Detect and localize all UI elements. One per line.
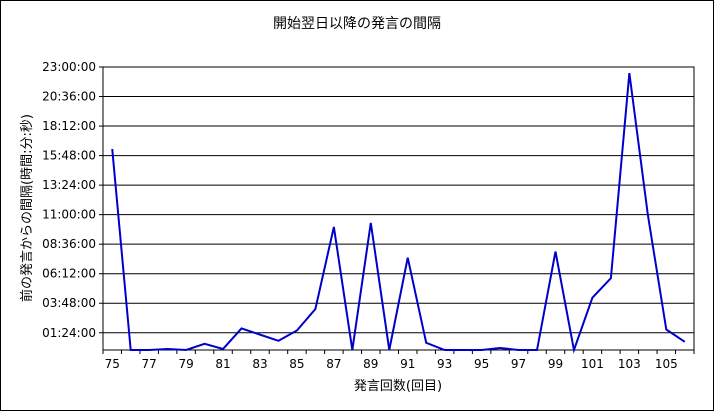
series-line xyxy=(111,73,686,354)
grid-layer xyxy=(103,96,694,334)
x-axis-ticks: 75 77 79 81 83 85 87 89 91 93 95 97 99 101 103 105 xyxy=(102,350,695,371)
x-tick-label: 95 xyxy=(474,357,489,371)
x-axis-title: 発言回数(回目) xyxy=(354,379,442,394)
x-tick-label: 89 xyxy=(363,357,378,371)
x-tick-label: 83 xyxy=(252,357,267,371)
x-tick-label: 91 xyxy=(400,357,415,371)
x-tick-label: 93 xyxy=(437,357,452,371)
x-tick-label: 101 xyxy=(581,357,604,371)
x-tick-label: 79 xyxy=(178,357,193,371)
x-tick-label: 87 xyxy=(326,357,341,371)
x-tick-label: 77 xyxy=(142,357,157,371)
y-tick-label: 13:24:00 xyxy=(42,178,96,192)
y-tick-label: 18:12:00 xyxy=(42,119,96,133)
y-tick-label: 06:12:00 xyxy=(42,267,96,281)
x-tick-label: 75 xyxy=(105,357,120,371)
y-tick-label: 15:48:00 xyxy=(42,149,96,163)
y-tick-label: 11:00:00 xyxy=(42,208,96,222)
y-tick-label: 01:24:00 xyxy=(42,326,96,340)
x-tick-label: 105 xyxy=(655,357,678,371)
y-axis-ticks: 01:24:00 03:48:00 06:12:00 08:36:00 11:00:00… xyxy=(42,60,103,340)
y-tick-label: 08:36:00 xyxy=(42,237,96,251)
y-tick-label: 03:48:00 xyxy=(42,296,96,310)
chart-title: 開始翌日以降の発言の間隔 xyxy=(273,16,441,32)
y-tick-label: 23:00:00 xyxy=(42,60,96,74)
x-tick-label: 81 xyxy=(215,357,230,371)
y-axis-title: 前の発言からの間隔(時間:分:秒) xyxy=(19,114,35,302)
x-tick-label: 85 xyxy=(289,357,304,371)
x-tick-label: 99 xyxy=(548,357,563,371)
x-tick-label: 97 xyxy=(511,357,526,371)
y-tick-label: 20:36:00 xyxy=(42,90,96,104)
x-tick-label: 103 xyxy=(618,357,641,371)
